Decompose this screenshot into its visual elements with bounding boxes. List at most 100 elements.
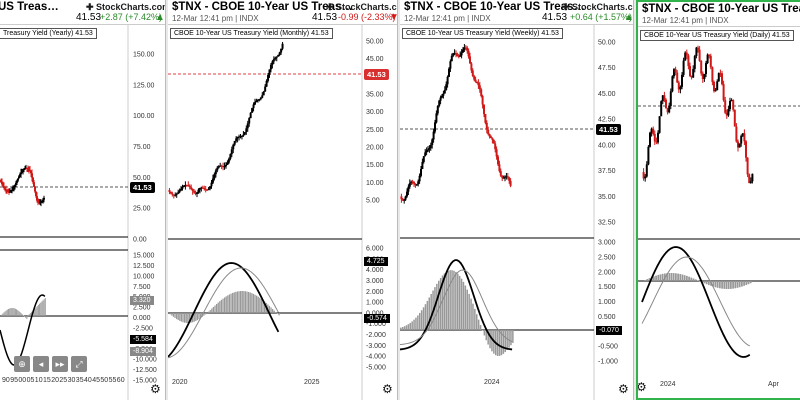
axis-tick-label: 2.000 [598, 269, 616, 276]
candle-body [687, 55, 690, 67]
chart-panel-daily[interactable]: $TNX - CBOE 10-Year US Treas… 12-Mar 12:… [636, 0, 800, 400]
pan-left-icon[interactable]: ◂ [33, 356, 49, 372]
candle-body [274, 57, 277, 60]
axis-tick-label: -12.500 [133, 367, 157, 374]
chart-title: $TNX - CBOE 10-Year US Treas… [642, 3, 800, 15]
x-tick-label: 35 [76, 377, 84, 384]
x-tick-label: 25 [59, 377, 67, 384]
macd-histogram-bar [233, 292, 235, 313]
macd-histogram-bar [644, 280, 646, 281]
axis-tick-label: 12.500 [133, 263, 155, 270]
macd-histogram-bar [212, 306, 215, 313]
macd-histogram-bar [447, 270, 450, 330]
axis-tick-label: 75.00 [133, 144, 151, 151]
candle-body [408, 183, 411, 187]
macd-histogram-bar [192, 313, 194, 323]
x-tick-label: 2024 [660, 381, 676, 388]
macd-histogram-bar [248, 291, 250, 313]
candle-body [703, 74, 706, 79]
candle-body [709, 55, 712, 68]
macd-histogram-bar [260, 299, 263, 313]
candle-body [200, 187, 203, 189]
macd-histogram-bar [9, 308, 11, 316]
macd-histogram-bar [230, 293, 232, 313]
macd-histogram-bar [472, 303, 474, 330]
candle-body [716, 81, 719, 91]
up-arrow-icon: ▲ [155, 12, 165, 23]
price-change: -0.99 (-2.33%) [338, 12, 396, 22]
x-tick-label: 2024 [484, 379, 500, 386]
macd-histogram-bar [276, 313, 279, 314]
candle-body [227, 158, 230, 163]
candle-body [19, 174, 21, 177]
candle-body [401, 199, 404, 201]
candle-body [225, 164, 227, 167]
panel-header: $TNX - CBOE 10-Year US Treas… 12-Mar 12:… [168, 0, 397, 25]
macd-line [168, 262, 280, 358]
macd-histogram-bar [3, 312, 5, 316]
macd-histogram-bar [273, 310, 275, 313]
macd-histogram-bar [34, 308, 36, 316]
axis-tick-label: -4.000 [366, 354, 386, 361]
zoom-icon[interactable]: ⊕ [14, 356, 30, 372]
macd-histogram-bar [224, 297, 226, 313]
candle-body [194, 192, 197, 195]
candle-body [411, 181, 414, 183]
macd-histogram-bar [254, 294, 256, 313]
candle-body [12, 188, 14, 190]
yearly-chart-svg: 150.00 125.00 100.00 75.00 50.00 25.00 0.00 15… [0, 24, 157, 400]
macd-histogram-bar [491, 330, 493, 352]
candle-body [494, 143, 497, 150]
axis-tick-label: 10.00 [366, 180, 384, 187]
chart-panel-weekly[interactable]: $TNX - CBOE 10-Year US Treas… 12-Mar 12:… [400, 0, 634, 400]
candle-body [508, 177, 511, 181]
settings-gear-icon[interactable]: ⚙ [382, 382, 393, 396]
macd-histogram-bar [44, 298, 46, 316]
macd-histogram-bar [1, 314, 3, 316]
candle-body [217, 166, 220, 168]
candle-body [400, 196, 403, 200]
candle-body [499, 171, 502, 176]
panel-header: $TNX - CBOE 10-Year US Treas… 12-Mar 12:… [638, 2, 800, 27]
candle-body [693, 55, 696, 69]
candle-body [37, 200, 39, 203]
candle-body [258, 99, 261, 101]
macd-histogram-bar [25, 316, 27, 318]
chart-panel-monthly[interactable]: $TNX - CBOE 10-Year US Treas… 12-Mar 12:… [168, 0, 398, 400]
pan-right-icon[interactable]: ▸▸ [52, 356, 68, 372]
candle-body [236, 136, 239, 139]
macd-histogram-bar [508, 330, 510, 348]
macd-histogram-bar [236, 291, 239, 313]
expand-icon[interactable]: ⤢ [71, 356, 87, 372]
candle-body [206, 189, 209, 191]
last-price: 41.53 [312, 12, 338, 23]
candle-body [267, 74, 270, 81]
candle-body [478, 85, 481, 90]
settings-gear-icon[interactable]: ⚙ [150, 382, 161, 396]
candle-body [187, 185, 190, 187]
candle-body [196, 192, 198, 195]
settings-gear-icon[interactable]: ⚙ [636, 380, 647, 394]
macd-histogram-bar [485, 330, 488, 341]
candle-body [477, 83, 480, 86]
settings-gear-icon[interactable]: ⚙ [618, 382, 629, 396]
x-tick-label: 50 [100, 377, 108, 384]
candle-body [428, 148, 431, 150]
macd-histogram-bar [672, 273, 675, 281]
candle-body [222, 166, 225, 168]
macd-histogram-bar [483, 330, 486, 336]
candle-body [35, 191, 37, 197]
chart-panel-yearly[interactable]: US Treas… ✚ StockCharts.com 41.53 +2.87 … [0, 0, 166, 400]
macd-histogram-bar [259, 297, 261, 313]
macd-histogram-bar [504, 330, 507, 353]
axis-tick-label: 25.00 [133, 206, 151, 213]
macd-line [0, 294, 46, 366]
macd-histogram-bar [5, 310, 7, 316]
candle-body [280, 48, 283, 53]
candle-body [255, 100, 258, 103]
macd-tag-signal: -8.904 [130, 347, 156, 356]
candle-body [191, 188, 194, 191]
candle-body [410, 181, 413, 184]
candle-body [181, 186, 184, 189]
axis-tick-label: 0.00 [133, 237, 147, 244]
